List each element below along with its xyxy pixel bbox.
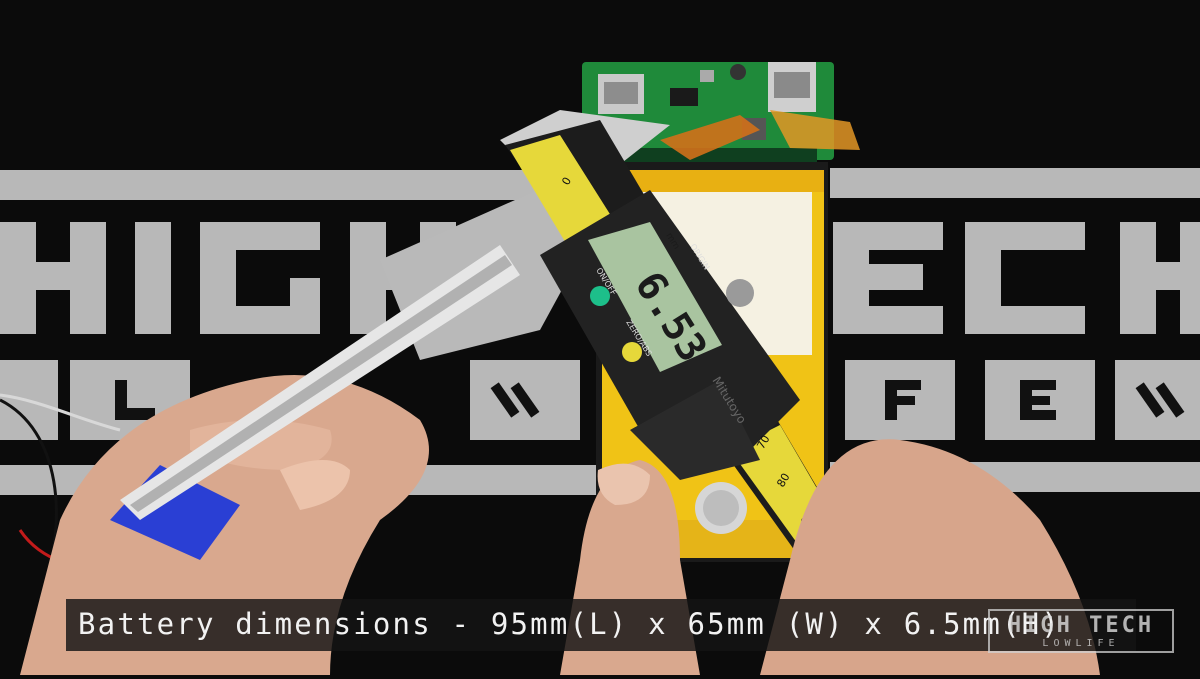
subtitle-bar (66, 599, 1136, 651)
subtitle-caption: Battery dimensions - 95mm(L) x 65mm (W) … (78, 607, 1061, 641)
scale-label-70: 70 (754, 433, 772, 452)
scale-label-80: 80 (774, 471, 792, 490)
watermark-subtitle: LOWLIFE (1042, 638, 1120, 649)
watermark-title: HIGH TECH (1007, 613, 1155, 638)
watermark-logo: HIGH TECH LOWLIFE (988, 609, 1174, 653)
kapton-tape (660, 115, 760, 160)
kapton-tape-right (770, 110, 860, 150)
background-logo (0, 168, 1200, 495)
background-logo-marks (115, 380, 1185, 420)
